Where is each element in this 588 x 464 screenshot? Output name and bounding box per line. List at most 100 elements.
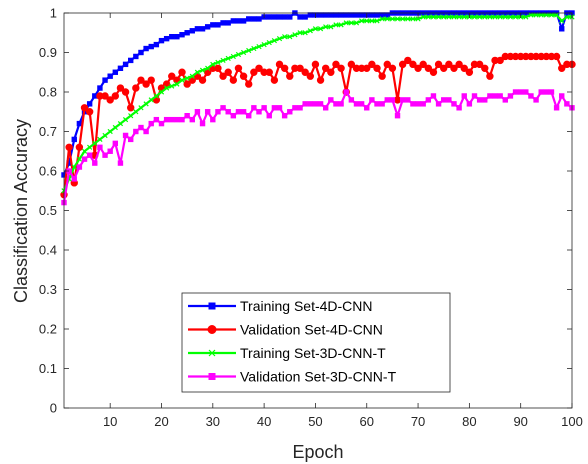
data-point <box>102 77 108 83</box>
data-point <box>112 140 119 147</box>
y-axis-label: Classification Accuracy <box>11 119 31 303</box>
y-tick-label: 0.2 <box>39 322 57 337</box>
data-point <box>358 18 365 24</box>
data-point <box>441 14 447 20</box>
data-point <box>388 64 397 73</box>
data-point <box>383 60 391 69</box>
data-point <box>424 64 433 73</box>
data-point <box>528 12 534 18</box>
data-point <box>446 97 452 103</box>
data-point <box>158 120 165 127</box>
data-point <box>429 68 438 76</box>
x-tick-label: 40 <box>257 414 271 429</box>
x-axis-label: Epoch <box>292 442 343 462</box>
data-point <box>143 101 149 107</box>
y-tick-label: 0.1 <box>39 361 57 376</box>
data-point <box>538 12 544 18</box>
data-point <box>322 105 329 111</box>
data-point <box>239 72 248 80</box>
data-point <box>353 20 360 26</box>
data-point <box>410 101 416 107</box>
series-2 <box>60 52 576 199</box>
data-point <box>281 113 288 119</box>
data-point <box>251 16 257 22</box>
data-point <box>502 14 508 20</box>
data-point <box>224 68 232 76</box>
data-point <box>296 64 304 73</box>
data-point <box>85 108 94 116</box>
data-point <box>92 140 98 146</box>
legend-label: Validation Set-3D-CNN-T <box>240 369 397 385</box>
data-point <box>379 12 385 18</box>
legend-label: Validation Set-4D-CNN <box>240 322 383 338</box>
data-point <box>132 84 140 92</box>
data-point <box>393 96 402 104</box>
data-point <box>343 20 349 26</box>
x-tick-label: 20 <box>154 414 168 429</box>
data-point <box>230 113 237 119</box>
data-point <box>425 97 432 103</box>
data-point <box>379 101 385 107</box>
data-point <box>374 18 380 24</box>
data-point <box>410 16 416 22</box>
data-point <box>210 22 216 28</box>
y-tick-label: 0.8 <box>39 85 57 100</box>
data-point <box>198 76 207 84</box>
data-point <box>292 105 298 111</box>
data-point <box>435 101 442 107</box>
x-tick-label: 10 <box>103 414 117 429</box>
x-tick-label: 100 <box>561 414 583 429</box>
data-point <box>204 109 211 115</box>
data-point <box>343 12 349 18</box>
legend-item: Training Set-3D-CNN-T <box>188 345 386 361</box>
data-point <box>128 57 134 64</box>
data-point <box>517 89 524 95</box>
data-point <box>460 64 468 73</box>
data-point <box>246 113 252 119</box>
data-point <box>528 93 534 99</box>
data-point <box>184 113 190 119</box>
data-point <box>414 64 422 73</box>
data-point <box>75 143 84 152</box>
data-point <box>553 105 560 111</box>
data-point <box>235 51 242 58</box>
data-point <box>456 14 462 20</box>
data-point <box>282 34 288 40</box>
data-point <box>163 116 170 123</box>
data-point <box>158 89 165 95</box>
data-point <box>199 67 206 73</box>
data-point <box>234 64 243 73</box>
data-point <box>281 14 288 20</box>
legend-swatch-marker <box>207 325 217 334</box>
data-point <box>358 12 365 18</box>
data-point <box>317 101 324 107</box>
data-point <box>415 16 421 22</box>
data-point <box>148 97 154 103</box>
data-point <box>210 116 216 123</box>
data-point <box>559 18 565 24</box>
data-point <box>415 101 421 107</box>
data-point <box>384 12 390 18</box>
data-point <box>301 68 309 76</box>
data-point <box>179 77 185 83</box>
data-point <box>461 14 467 20</box>
data-point <box>71 136 77 143</box>
data-point <box>384 97 390 103</box>
y-tick-label: 1 <box>50 6 57 21</box>
data-point <box>230 18 237 24</box>
data-point <box>275 60 284 69</box>
data-point <box>374 101 380 107</box>
ticks-layer: 10 20 30 40 50 60 70 80 90 100 0 0.1 0.2 0.3 0.4 0.5 0.6… <box>39 6 583 430</box>
data-point <box>348 12 355 18</box>
data-point <box>466 101 473 107</box>
data-point <box>548 12 555 18</box>
data-point <box>445 60 453 69</box>
data-point <box>481 64 489 73</box>
data-point <box>194 109 201 115</box>
data-point <box>337 64 345 73</box>
data-point <box>251 105 257 111</box>
data-point <box>364 18 370 24</box>
data-point <box>169 83 175 89</box>
data-point <box>302 101 308 107</box>
